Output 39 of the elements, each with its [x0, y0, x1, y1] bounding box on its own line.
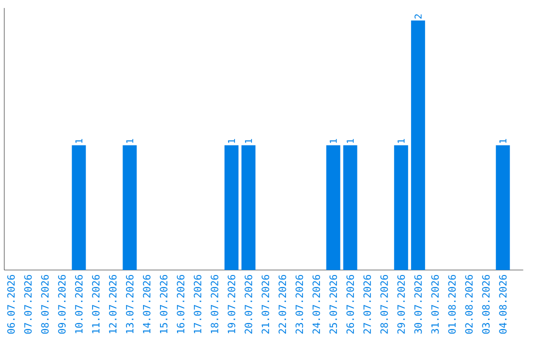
data-label: 1 — [126, 138, 134, 143]
x-tick-label: 14.07.2026 — [142, 274, 150, 334]
data-label: 1 — [346, 138, 354, 143]
x-tick-label: 13.07.2026 — [126, 274, 134, 334]
x-tick-label: 08.07.2026 — [41, 274, 49, 334]
x-tick-label: 01.08.2026 — [448, 274, 456, 334]
x-tick-label: 21.07.2026 — [262, 274, 270, 334]
x-tick-label: 12.07.2026 — [108, 274, 117, 334]
x-tick-label: 07.07.2026 — [24, 274, 32, 334]
x-tick-label: 16.07.2026 — [176, 274, 184, 334]
x-tick-label: 18.07.2026 — [210, 274, 218, 334]
x-tick-label: 31.07.2026 — [431, 274, 439, 334]
data-label: 1 — [398, 138, 405, 143]
x-tick-label: 02.08.2026 — [465, 274, 473, 334]
x-tick-label: 17.07.2026 — [194, 274, 202, 334]
x-tick-label: 19.07.2026 — [228, 274, 236, 334]
data-label: 1 — [228, 138, 235, 143]
x-tick-label: 23.07.2026 — [296, 274, 304, 334]
data-label: 1 — [75, 138, 82, 143]
x-tick-label: 30.07.2026 — [414, 274, 422, 334]
x-tick-label: 29.07.2026 — [397, 274, 405, 334]
x-tick-label: 04.08.2026 — [499, 274, 507, 334]
data-label: 1 — [499, 138, 506, 143]
x-tick-label: 20.07.2026 — [244, 274, 252, 334]
x-tick-label: 27.07.2026 — [363, 274, 371, 334]
x-tick-label: 22.07.2026 — [278, 274, 286, 334]
x-tick-label: 24.07.2026 — [312, 274, 320, 334]
x-tick-label: 11.07.2026 — [92, 274, 100, 334]
x-tick-label: 10.07.2026 — [75, 274, 83, 334]
x-tick-label: 09.07.2026 — [58, 274, 66, 334]
x-tick-label: 15.07.2026 — [160, 274, 168, 334]
x-tick-label: 26.07.2026 — [346, 274, 354, 334]
x-tick-label: 06.07.2026 — [7, 274, 15, 334]
x-tick-label: 25.07.2026 — [329, 274, 338, 334]
data-label: 2 — [414, 14, 422, 19]
data-label: 1 — [330, 138, 337, 143]
x-tick-label: 03.08.2026 — [482, 274, 490, 334]
x-tick-label: 28.07.2026 — [380, 274, 388, 334]
data-label: 1 — [245, 138, 252, 143]
